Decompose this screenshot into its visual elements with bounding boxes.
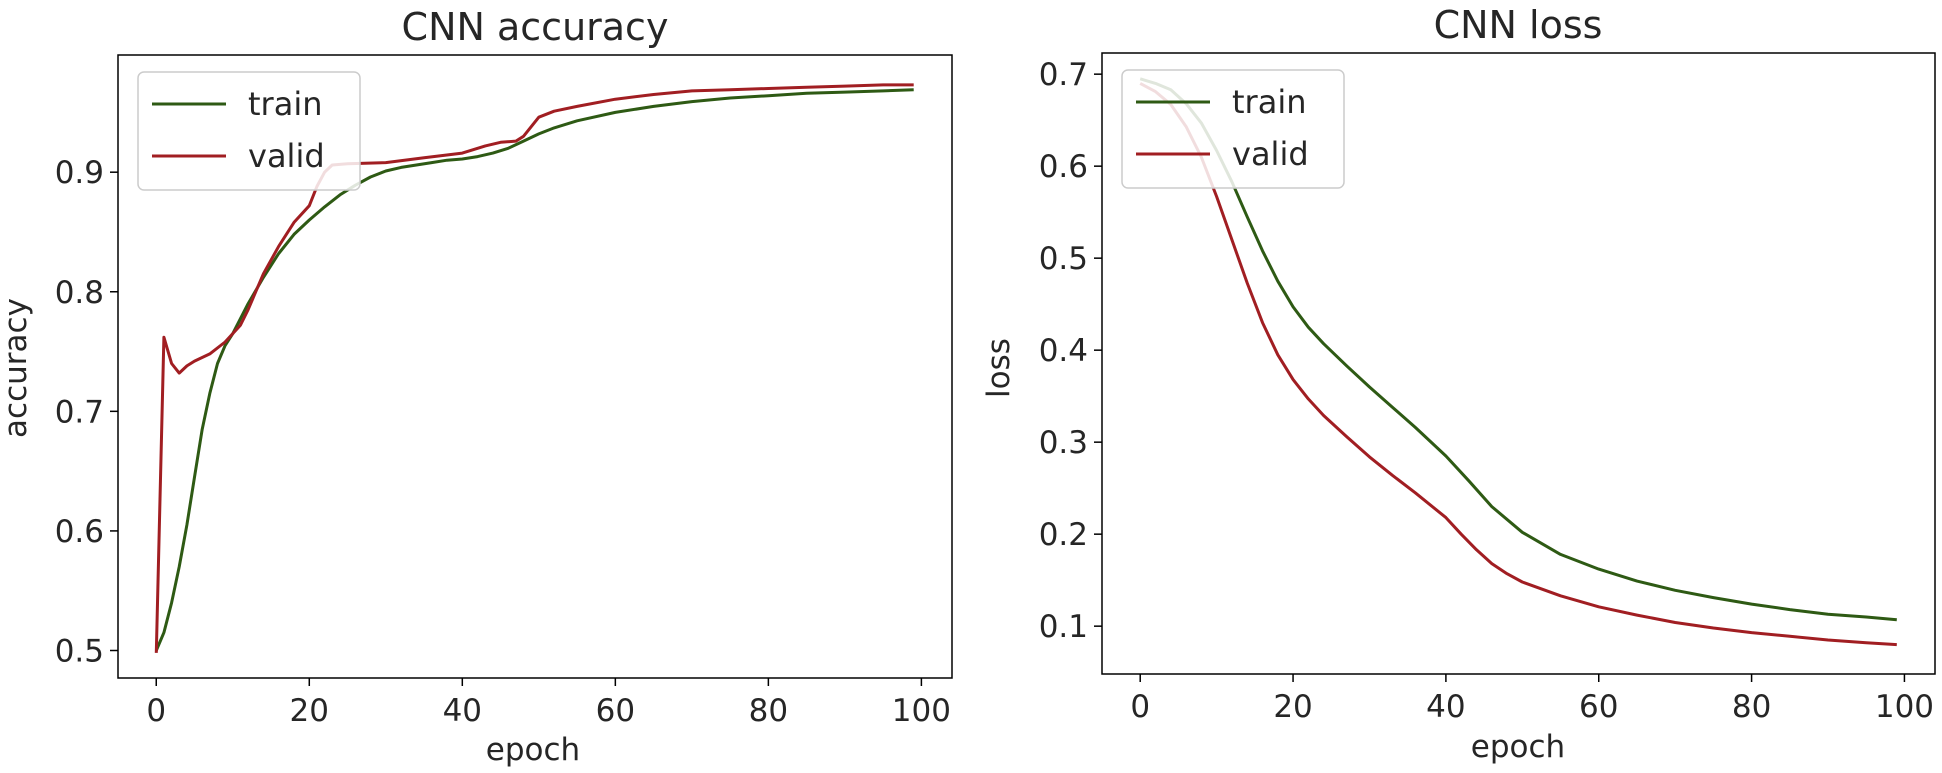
chart-title: CNN loss: [1434, 3, 1603, 47]
y-tick-label: 0.5: [1039, 241, 1088, 277]
series-line-train: [154, 88, 914, 652]
legend-box: [1121, 69, 1345, 189]
accuracy-chart: CNN accuracy epoch accuracy 0 20 40 60 80 100…: [0, 5, 953, 768]
loss-chart: CNN loss epoch loss 0 20 40 60 80 100 0.1 0.2 0.…: [981, 3, 1936, 765]
series-line-valid: [154, 83, 914, 653]
x-axis-label: epoch: [1471, 729, 1565, 765]
y-tick-label: 0.6: [55, 514, 104, 550]
x-tick-label: 80: [749, 693, 788, 729]
plot-frame: [117, 54, 953, 679]
y-tick-label: 0.9: [55, 155, 104, 191]
x-tick-label: 80: [1732, 689, 1771, 725]
y-tick-label: 0.6: [1039, 149, 1088, 185]
y-tick-label: 0.4: [1039, 333, 1088, 369]
y-tick-label: 0.7: [55, 394, 104, 430]
y-tick-label: 0.8: [55, 275, 104, 311]
y-axis-label: accuracy: [0, 298, 34, 438]
legend: train valid: [137, 71, 361, 191]
x-tick-label: 0: [146, 693, 166, 729]
x-tick-label: 0: [1130, 689, 1150, 725]
y-tick-label: 0.7: [1039, 57, 1088, 93]
legend-label-train: train: [1232, 83, 1306, 121]
series-line-valid: [1139, 82, 1897, 647]
legend-box: [137, 71, 361, 191]
x-tick-label: 20: [1273, 689, 1312, 725]
legend: train valid: [1121, 69, 1345, 189]
x-tick-label: 40: [443, 693, 482, 729]
legend-label-valid: valid: [248, 137, 325, 175]
y-tick-label: 0.1: [1039, 609, 1088, 645]
y-tick-label: 0.3: [1039, 425, 1088, 461]
plot-frame: [1101, 52, 1936, 675]
y-tick-label: 0.2: [1039, 517, 1088, 553]
x-tick-label: 60: [596, 693, 635, 729]
x-tick-label: 60: [1579, 689, 1618, 725]
chart-title: CNN accuracy: [402, 5, 669, 49]
y-tick-label: 0.5: [55, 633, 104, 669]
x-tick-label: 40: [1426, 689, 1465, 725]
x-tick-label: 100: [892, 693, 951, 729]
legend-label-train: train: [248, 85, 322, 123]
x-tick-label: 20: [290, 693, 329, 729]
x-tick-label: 100: [1875, 689, 1934, 725]
x-axis-label: epoch: [486, 732, 580, 768]
legend-label-valid: valid: [1232, 135, 1309, 173]
y-axis-label: loss: [981, 338, 1017, 398]
